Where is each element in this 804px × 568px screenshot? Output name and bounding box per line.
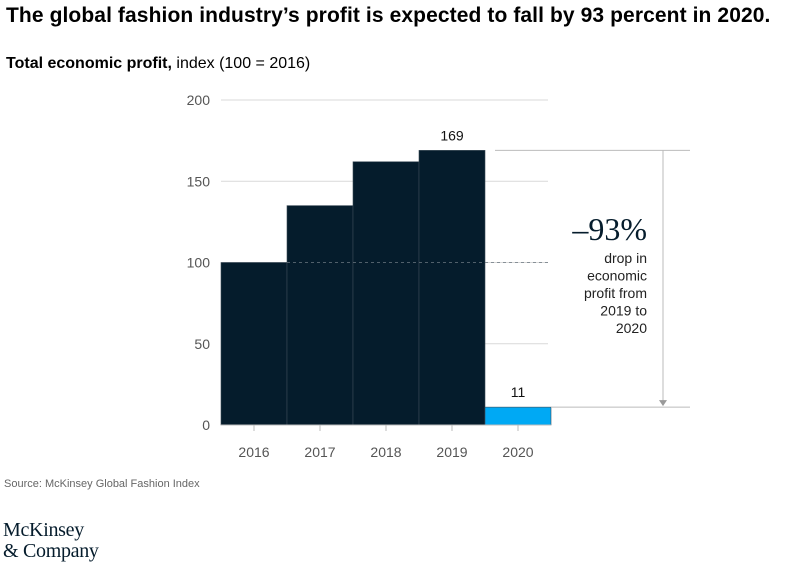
annotation-percent: –93% <box>571 211 647 247</box>
x-tick-label-2017: 2017 <box>304 444 335 460</box>
bar-2017 <box>286 205 354 426</box>
data-label-2020: 11 <box>511 384 526 400</box>
x-tick-label-2019: 2019 <box>436 444 467 460</box>
bar-2019 <box>418 150 486 426</box>
y-tick-label-0: 0 <box>202 417 210 433</box>
bar-2020 <box>484 406 552 426</box>
annotation-line-2: profit from <box>584 285 647 301</box>
bar-2018 <box>352 161 420 426</box>
subtitle-bold: Total economic profit, <box>6 55 172 72</box>
chart-headline: The global fashion industry’s profit is … <box>6 4 771 27</box>
x-tick-label-2016: 2016 <box>238 444 269 460</box>
annotation-line-3: 2019 to <box>600 303 647 319</box>
logo-line-2: & Company <box>3 540 99 562</box>
x-tick-label-2018: 2018 <box>370 444 401 460</box>
y-tick-label-3: 150 <box>187 173 211 189</box>
annotation-arrow-head <box>659 400 667 407</box>
chart-subtitle: Total economic profit, index (100 = 2016… <box>6 55 310 73</box>
annotation-line-1: economic <box>587 268 647 284</box>
data-label-2019: 169 <box>440 127 464 143</box>
logo-line-1: McKinsey <box>3 519 84 541</box>
subtitle-rest: index (100 = 2016) <box>171 55 311 72</box>
y-tick-label-4: 200 <box>187 92 211 108</box>
mckinsey-logo: McKinsey & Company <box>3 520 99 562</box>
x-tick-label-2020: 2020 <box>502 444 533 460</box>
annotation-line-4: 2020 <box>616 320 647 336</box>
annotation-line-0: drop in <box>604 250 647 266</box>
y-tick-label-2: 100 <box>187 255 211 271</box>
bar-2016 <box>220 262 288 426</box>
source-note: Source: McKinsey Global Fashion Index <box>4 478 200 490</box>
y-tick-label-1: 50 <box>194 336 210 352</box>
